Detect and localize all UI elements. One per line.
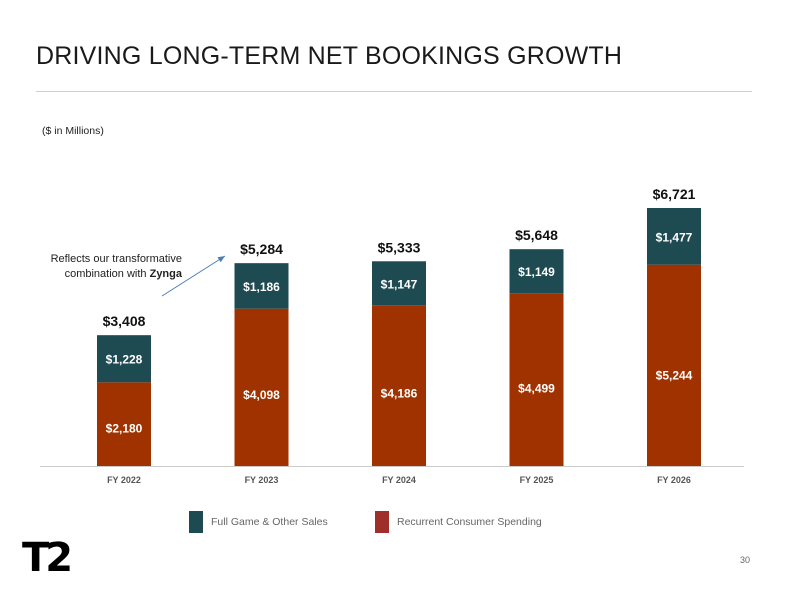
total-label: $6,721 <box>653 186 696 202</box>
bar-full-game <box>234 263 289 309</box>
legend-swatch-recurrent <box>375 511 389 533</box>
annotation-emphasis: Zynga <box>149 268 182 280</box>
data-label-full-game: $1,186 <box>243 280 280 294</box>
data-label-full-game: $1,477 <box>656 230 693 244</box>
title-divider <box>36 91 752 92</box>
data-label-recurrent: $2,180 <box>106 421 143 435</box>
bar-recurrent <box>509 293 564 466</box>
zynga-annotation: Reflects our transformative combination … <box>40 252 182 282</box>
data-label-recurrent: $4,098 <box>243 388 280 402</box>
legend-label-recurrent: Recurrent Consumer Spending <box>397 516 542 528</box>
bar-recurrent <box>372 305 426 466</box>
data-label-recurrent: $4,186 <box>381 387 418 401</box>
bar-full-game <box>509 249 564 294</box>
page-title: DRIVING LONG-TERM NET BOOKINGS GROWTH <box>36 42 623 70</box>
bar-full-game <box>372 261 426 306</box>
total-label: $5,648 <box>515 227 558 243</box>
annotation-arrow-head <box>217 256 225 263</box>
data-label-full-game: $1,147 <box>381 277 418 291</box>
x-tick-label: FY 2025 <box>520 475 554 485</box>
x-tick-label: FY 2023 <box>245 475 279 485</box>
annotation-text: Reflects our transformative combination … <box>50 253 182 280</box>
bar-recurrent <box>647 264 701 466</box>
data-label-full-game: $1,228 <box>106 353 143 367</box>
legend-item-recurrent: Recurrent Consumer Spending <box>375 511 542 533</box>
total-label: $3,408 <box>103 313 146 329</box>
data-label-full-game: $1,149 <box>518 265 555 279</box>
t2-logo: T2 <box>22 535 73 581</box>
legend-item-full-game: Full Game & Other Sales <box>189 511 328 533</box>
total-label: $5,333 <box>378 239 421 255</box>
data-label-recurrent: $4,499 <box>518 381 555 395</box>
x-tick-label: FY 2022 <box>107 475 141 485</box>
bar-recurrent <box>234 308 289 466</box>
total-label: $5,284 <box>240 241 283 257</box>
legend-swatch-full-game <box>189 511 203 533</box>
data-label-recurrent: $5,244 <box>656 368 693 382</box>
units-note: ($ in Millions) <box>42 125 104 137</box>
bar-recurrent <box>97 382 151 466</box>
bar-full-game <box>647 208 701 265</box>
x-tick-label: FY 2024 <box>382 475 416 485</box>
x-tick-label: FY 2026 <box>657 475 691 485</box>
legend-label-full-game: Full Game & Other Sales <box>211 516 328 528</box>
page-number: 30 <box>739 555 750 565</box>
annotation-arrow-line <box>161 255 226 297</box>
bar-full-game <box>97 335 151 383</box>
